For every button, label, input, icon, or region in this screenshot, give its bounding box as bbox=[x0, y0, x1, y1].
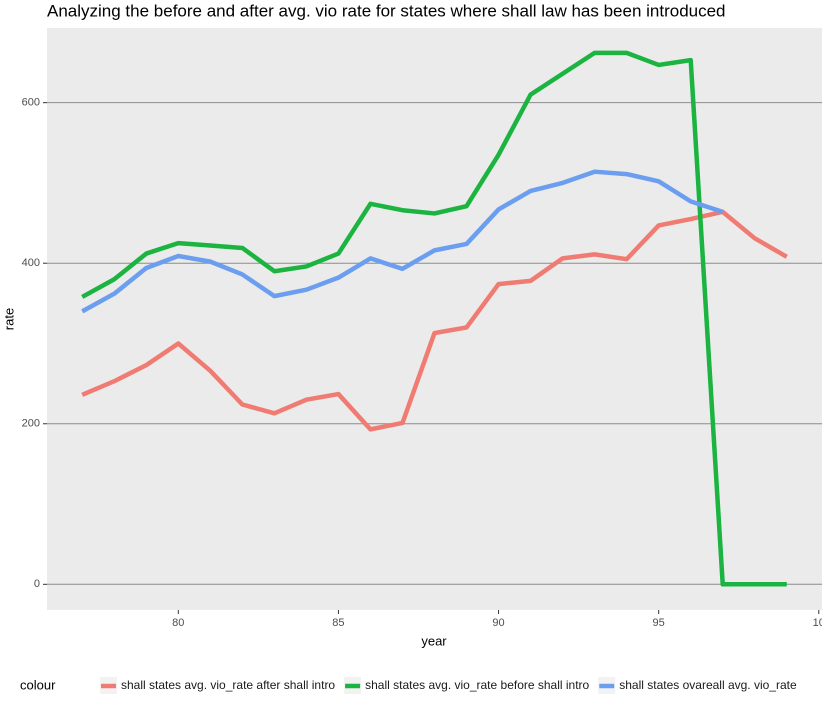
y-tick-label: 200 bbox=[22, 418, 40, 430]
x-tick-label: 95 bbox=[653, 617, 665, 629]
y-tick-label: 600 bbox=[22, 97, 40, 109]
legend-item: shall states ovareall avg. vio_rate bbox=[598, 677, 797, 694]
y-axis-label: rate bbox=[1, 308, 16, 330]
x-tick-label: 85 bbox=[332, 617, 344, 629]
legend-item: shall states avg. vio_rate after shall i… bbox=[100, 677, 335, 694]
legend-label: shall states ovareall avg. vio_rate bbox=[619, 678, 797, 692]
x-tick-label: 10 bbox=[813, 617, 822, 629]
legend-item: shall states avg. vio_rate before shall … bbox=[344, 677, 590, 694]
series-line bbox=[81, 50, 787, 587]
x-axis-label: year bbox=[421, 633, 447, 648]
y-tick-label: 0 bbox=[34, 578, 40, 590]
y-tick-label: 400 bbox=[22, 257, 40, 269]
series-line bbox=[81, 209, 788, 432]
x-tick-label: 90 bbox=[492, 617, 504, 629]
chart-title: Analyzing the before and after avg. vio … bbox=[47, 1, 726, 20]
legend-title: colour bbox=[20, 677, 56, 692]
legend-label: shall states avg. vio_rate before shall … bbox=[365, 678, 589, 692]
x-tick-label: 80 bbox=[172, 617, 184, 629]
series-line bbox=[81, 169, 724, 314]
legend-label: shall states avg. vio_rate after shall i… bbox=[121, 678, 335, 692]
